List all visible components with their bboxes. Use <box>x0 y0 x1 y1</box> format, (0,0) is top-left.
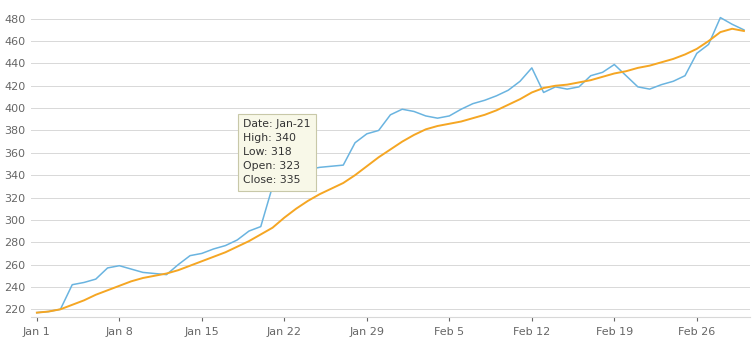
Text: Date: Jan-21
High: 340
Low: 318
Open: 323
Close: 335: Date: Jan-21 High: 340 Low: 318 Open: 32… <box>243 119 311 185</box>
